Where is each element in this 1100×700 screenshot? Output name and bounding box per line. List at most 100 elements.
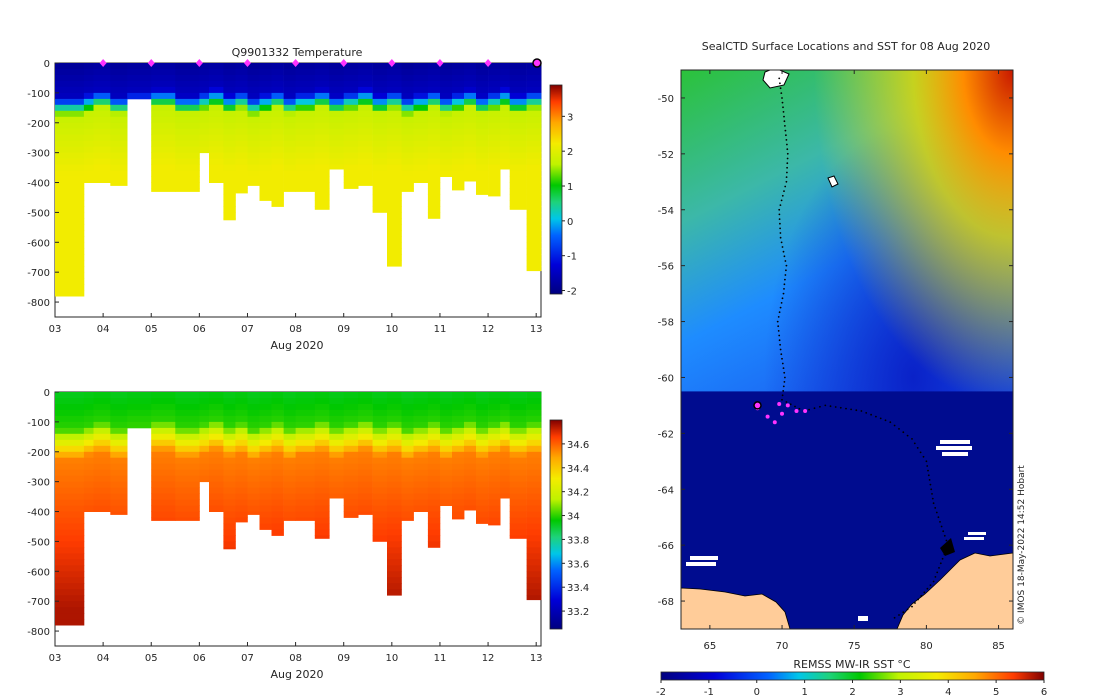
data-cell (110, 499, 128, 506)
data-cell (500, 439, 511, 447)
data-cell (247, 505, 260, 512)
data-cell (526, 146, 542, 154)
data-cell (110, 481, 128, 488)
data-cell (314, 104, 330, 112)
data-cell (372, 110, 388, 118)
data-cell (223, 398, 236, 405)
data-cell (295, 404, 316, 411)
data-cell (358, 451, 373, 459)
data-cell (440, 134, 453, 142)
colorbar-tick-label: 3 (567, 112, 573, 123)
data-cell (175, 146, 200, 154)
data-cell (488, 445, 501, 453)
y-tick-label: -400 (27, 508, 50, 519)
data-cell (464, 75, 477, 82)
data-cell (413, 75, 429, 82)
data-cell (452, 404, 465, 411)
data-cell (199, 421, 210, 429)
data-cell (83, 415, 94, 423)
track-dot (938, 567, 940, 569)
sst-colorbar-tick-label: 6 (1041, 687, 1047, 698)
data-cell (526, 553, 542, 560)
data-cell (387, 487, 402, 494)
data-cell (223, 475, 236, 483)
data-cell (464, 128, 477, 136)
data-cell (476, 128, 489, 136)
profile-marker (436, 59, 444, 67)
data-cell (526, 182, 542, 189)
data-cell (295, 463, 316, 471)
data-cell (314, 427, 330, 435)
data-cell (427, 541, 441, 548)
data-cell (247, 116, 260, 124)
data-cell (55, 63, 85, 70)
data-cell (500, 445, 511, 453)
data-cell (223, 176, 236, 183)
data-cell (93, 170, 111, 177)
data-cell (223, 80, 236, 88)
track-dot (931, 493, 933, 495)
data-cell (427, 176, 441, 183)
data-cell (372, 128, 388, 136)
data-cell (329, 415, 345, 423)
data-cell (93, 176, 111, 183)
data-cell (526, 224, 542, 231)
data-cell (271, 421, 284, 429)
data-cell (401, 445, 414, 453)
data-cell (259, 158, 272, 165)
y-tick-label: 0 (44, 59, 50, 70)
data-cell (235, 404, 248, 411)
colorbar-tick-label: 0 (567, 217, 573, 228)
data-cell (223, 188, 236, 195)
data-cell (55, 475, 85, 483)
data-cell (500, 134, 511, 142)
data-cell (271, 475, 284, 483)
data-cell (526, 218, 542, 225)
data-cell (110, 475, 128, 483)
data-cell (440, 451, 453, 459)
data-cell (329, 493, 345, 499)
data-cell (476, 511, 489, 518)
ice-shelf (940, 538, 955, 556)
data-cell (271, 469, 284, 477)
data-cell (209, 481, 224, 488)
data-cell (427, 517, 441, 524)
data-cell (151, 469, 176, 477)
data-cell (93, 404, 111, 411)
data-cell (488, 511, 501, 518)
data-cell (488, 398, 501, 405)
data-cell (209, 457, 224, 465)
data-cell (526, 433, 542, 441)
x-tick-label: 05 (145, 653, 158, 664)
track-dot (782, 385, 785, 388)
data-cell (358, 404, 373, 411)
data-cell (295, 140, 316, 148)
data-cell (464, 152, 477, 159)
data-cell (175, 128, 200, 136)
profile-markers (99, 59, 492, 67)
data-cell (223, 523, 236, 530)
data-cell (427, 404, 441, 411)
data-cell (440, 110, 453, 118)
profile-marker (147, 59, 155, 67)
data-cell (314, 433, 330, 441)
data-cell (93, 481, 111, 488)
data-cell (314, 451, 330, 459)
data-cell (110, 421, 128, 429)
data-cell (488, 188, 501, 195)
data-cell (488, 499, 501, 506)
data-cell (83, 487, 94, 494)
data-cell (283, 80, 296, 88)
data-cell (271, 69, 284, 76)
data-cell (343, 176, 359, 183)
track-dot (777, 330, 780, 332)
track-dot (779, 232, 782, 234)
data-cell (387, 505, 402, 512)
data-cell (175, 164, 200, 171)
data-cell (526, 188, 542, 195)
track-dot (778, 334, 781, 337)
data-cell (93, 493, 111, 500)
track-dot (850, 408, 852, 411)
data-cell (209, 469, 224, 477)
data-cell (509, 98, 527, 106)
